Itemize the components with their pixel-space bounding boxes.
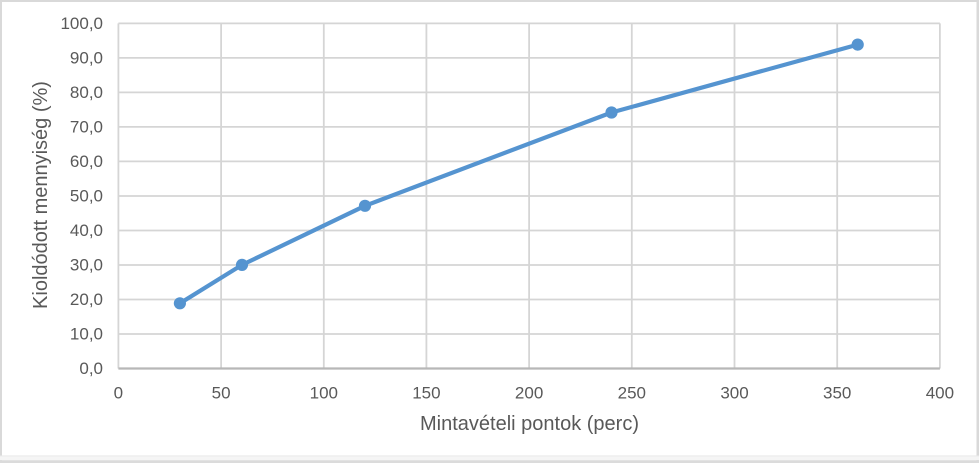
svg-text:400: 400 xyxy=(926,384,954,403)
svg-text:100,0: 100,0 xyxy=(60,14,103,33)
svg-text:150: 150 xyxy=(412,384,440,403)
svg-text:30,0: 30,0 xyxy=(70,255,103,274)
svg-text:10,0: 10,0 xyxy=(70,324,103,343)
svg-text:20,0: 20,0 xyxy=(70,290,103,309)
svg-text:40,0: 40,0 xyxy=(70,221,103,240)
svg-text:100: 100 xyxy=(310,384,338,403)
svg-text:350: 350 xyxy=(823,384,851,403)
svg-text:300: 300 xyxy=(720,384,748,403)
svg-text:Kioldódott mennyiség (%): Kioldódott mennyiség (%) xyxy=(30,81,52,309)
svg-text:0: 0 xyxy=(114,384,123,403)
svg-text:70,0: 70,0 xyxy=(70,117,103,136)
svg-text:250: 250 xyxy=(618,384,646,403)
svg-text:80,0: 80,0 xyxy=(70,83,103,102)
svg-text:200: 200 xyxy=(515,384,543,403)
svg-text:90,0: 90,0 xyxy=(70,48,103,67)
svg-text:50: 50 xyxy=(212,384,231,403)
svg-text:0,0: 0,0 xyxy=(79,359,103,378)
svg-text:50,0: 50,0 xyxy=(70,186,103,205)
svg-text:60,0: 60,0 xyxy=(70,152,103,171)
svg-text:Mintavételi pontok (perc): Mintavételi pontok (perc) xyxy=(420,413,639,435)
